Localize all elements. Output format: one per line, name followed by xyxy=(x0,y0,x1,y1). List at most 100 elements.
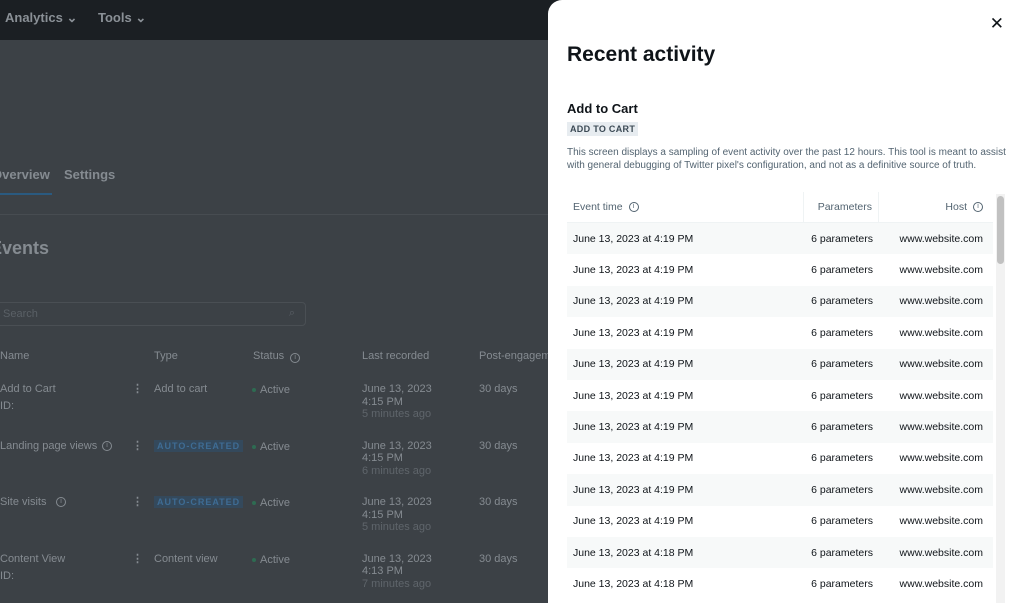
parameters-link[interactable]: 6 parameters xyxy=(811,358,873,371)
ago: 7 minutes ago xyxy=(362,577,432,590)
event-time: June 13, 2023 at 4:19 PM xyxy=(573,264,694,277)
parameters-link[interactable]: 6 parameters xyxy=(811,452,873,465)
event-time: June 13, 2023 at 4:19 PM xyxy=(573,483,694,496)
col-type: Type xyxy=(154,350,178,362)
host: www.website.com xyxy=(899,389,983,402)
status-label: Active xyxy=(260,553,290,566)
col-label: Host xyxy=(945,201,967,213)
host: www.website.com xyxy=(899,515,983,528)
event-time: June 13, 2023 at 4:19 PM xyxy=(573,515,694,528)
table-row[interactable]: June 13, 2023 at 4:19 PM 6 parameters www.… xyxy=(567,285,993,318)
table-row[interactable]: June 13, 2023 at 4:19 PM 6 parameters www.… xyxy=(567,411,993,443)
parameters-link[interactable]: 6 parameters xyxy=(811,546,873,559)
event-type: AUTO-CREATED xyxy=(154,439,244,452)
more-options-icon[interactable]: ⋮ xyxy=(132,383,143,395)
ago: 5 minutes ago xyxy=(362,521,432,533)
table-row[interactable]: June 13, 2023 at 4:19 PM 6 parameters www.… xyxy=(567,254,993,285)
status-dot xyxy=(252,557,256,562)
col-status-label: Status xyxy=(253,350,285,362)
host: www.website.com xyxy=(899,232,983,245)
host: www.website.com xyxy=(899,358,983,371)
post-engagement: 30 days xyxy=(479,552,518,565)
status-dot xyxy=(252,388,256,393)
col-last-recorded: Last recorded xyxy=(362,350,430,362)
chevron-down-icon: ⌄ xyxy=(66,10,78,25)
date: June 13, 2023 xyxy=(362,383,432,395)
host: www.website.com xyxy=(899,452,983,465)
event-time: June 13, 2023 at 4:19 PM xyxy=(573,295,694,308)
last-recorded: June 13, 2023 4:15 PM 5 minutes ago xyxy=(362,383,432,421)
parameters-link[interactable]: 6 parameters xyxy=(811,483,873,496)
table-row[interactable]: June 13, 2023 at 4:19 PM 6 parameters www.… xyxy=(567,348,993,380)
host: www.website.com xyxy=(899,483,983,496)
event-time: June 13, 2023 at 4:19 PM xyxy=(573,326,694,339)
parameters-link[interactable]: 6 parameters xyxy=(811,577,873,590)
event-type: AUTO-CREATED xyxy=(154,496,244,508)
status: Active xyxy=(252,554,290,566)
info-icon: i xyxy=(290,353,301,363)
event-type: Add to cart xyxy=(154,383,207,395)
host: www.website.com xyxy=(899,421,983,434)
host: www.website.com xyxy=(899,577,983,590)
last-recorded: June 13, 2023 4:15 PM 6 minutes ago xyxy=(362,440,432,478)
table-row[interactable]: June 13, 2023 at 4:19 PM 6 parameters www.… xyxy=(567,380,993,411)
event-name[interactable]: Landing page views xyxy=(0,439,98,452)
search-icon: ⌕ xyxy=(288,307,295,319)
date: June 13, 2023 xyxy=(362,439,432,452)
info-icon: i xyxy=(56,497,66,507)
table-row[interactable]: June 13, 2023 at 4:19 PM 6 parameters www.… xyxy=(567,317,993,348)
recent-activity-panel: ✕ Recent activity Add to Cart ADD TO CAR… xyxy=(548,0,1024,603)
table-row[interactable]: June 13, 2023 at 4:18 PM 6 parameters www.… xyxy=(567,536,993,569)
nav-analytics[interactable]: Analytics ⌄ xyxy=(5,10,77,26)
post-engagement: 30 days xyxy=(479,439,518,452)
ago: 5 minutes ago xyxy=(362,408,432,420)
col-status: Status i xyxy=(253,350,301,363)
status: Active xyxy=(252,441,290,453)
col-name: Name xyxy=(0,350,30,362)
event-time: June 13, 2023 at 4:19 PM xyxy=(573,358,694,371)
info-icon[interactable]: i xyxy=(628,202,639,212)
host: www.website.com xyxy=(899,326,983,339)
scrollbar-thumb[interactable] xyxy=(997,196,1004,264)
more-options-icon[interactable]: ⋮ xyxy=(132,496,143,508)
parameters-link[interactable]: 6 parameters xyxy=(811,515,873,528)
host: www.website.com xyxy=(899,264,983,277)
host: www.website.com xyxy=(899,546,983,559)
more-options-icon[interactable]: ⋮ xyxy=(132,439,143,452)
status: Active xyxy=(252,497,290,509)
event-name[interactable]: Add to Cart xyxy=(0,383,56,395)
events-page: Overview Settings Events Search ⌕ Name Ty… xyxy=(0,40,548,603)
table-row[interactable]: June 13, 2023 at 4:19 PM 6 parameters www.… xyxy=(567,223,993,255)
table-row[interactable]: June 13, 2023 at 4:18 PM 6 parameters www.… xyxy=(567,568,993,599)
more-options-icon[interactable]: ⋮ xyxy=(132,552,143,565)
event-time: June 13, 2023 at 4:19 PM xyxy=(573,421,694,434)
parameters-link[interactable]: 6 parameters xyxy=(811,295,873,308)
tab-settings[interactable]: Settings xyxy=(64,167,116,182)
time: 4:13 PM xyxy=(362,565,403,577)
col-event-time: Event time i xyxy=(567,192,803,222)
table-row[interactable]: June 13, 2023 at 4:19 PM 6 parameters www.… xyxy=(567,506,993,537)
divider xyxy=(0,214,548,215)
table-row[interactable]: June 13, 2023 at 4:19 PM 6 parameters www.… xyxy=(567,443,993,474)
parameters-link[interactable]: 6 parameters xyxy=(811,326,873,339)
status-dot xyxy=(252,501,256,506)
parameters-link[interactable]: 6 parameters xyxy=(811,232,873,245)
close-icon[interactable]: ✕ xyxy=(989,14,1004,33)
parameters-link[interactable]: 6 parameters xyxy=(811,264,873,277)
status-label: Active xyxy=(260,440,290,453)
scrollbar[interactable] xyxy=(996,194,1005,603)
event-name[interactable]: Content View xyxy=(0,552,66,565)
search-input[interactable]: Search ⌕ xyxy=(0,302,306,326)
table-row[interactable]: June 13, 2023 at 4:19 PM 6 parameters www.… xyxy=(567,474,993,506)
status: Active xyxy=(252,384,290,396)
col-label: Event time xyxy=(573,201,623,213)
parameters-link[interactable]: 6 parameters xyxy=(811,389,873,402)
description: This screen displays a sampling of event… xyxy=(567,147,1006,171)
col-host: Host i xyxy=(879,192,993,222)
parameters-link[interactable]: 6 parameters xyxy=(811,421,873,434)
nav-tools[interactable]: Tools ⌄ xyxy=(98,10,146,26)
info-icon[interactable]: i xyxy=(973,202,983,212)
tab-overview[interactable]: Overview xyxy=(0,167,50,182)
event-name[interactable]: Site visits xyxy=(0,496,47,508)
info-icon: i xyxy=(102,440,112,451)
